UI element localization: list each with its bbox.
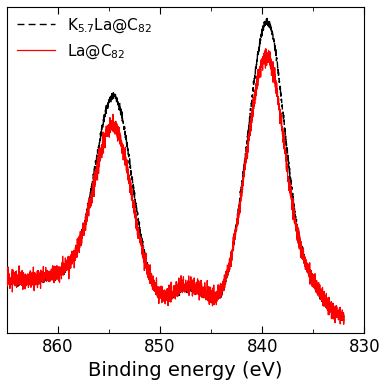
La@C$_{82}$ bbox=[341, 312, 346, 317]
La@C$_{82}$ bbox=[341, 322, 346, 327]
La@C$_{82}$ bbox=[43, 273, 48, 278]
Line: La@C$_{82}$: La@C$_{82}$ bbox=[7, 49, 344, 324]
La@C$_{82}$ bbox=[148, 278, 153, 283]
K$_{5.7}$La@C$_{82}$ bbox=[43, 279, 48, 284]
K$_{5.7}$La@C$_{82}$ bbox=[335, 310, 340, 315]
K$_{5.7}$La@C$_{82}$ bbox=[148, 277, 153, 282]
La@C$_{82}$ bbox=[299, 241, 303, 246]
Line: K$_{5.7}$La@C$_{82}$: K$_{5.7}$La@C$_{82}$ bbox=[7, 19, 344, 320]
La@C$_{82}$ bbox=[335, 309, 340, 314]
La@C$_{82}$ bbox=[134, 226, 139, 231]
X-axis label: Binding energy (eV): Binding energy (eV) bbox=[88, 361, 283, 380]
La@C$_{82}$ bbox=[63, 256, 68, 260]
K$_{5.7}$La@C$_{82}$ bbox=[265, 16, 269, 21]
K$_{5.7}$La@C$_{82}$ bbox=[63, 270, 68, 275]
K$_{5.7}$La@C$_{82}$ bbox=[5, 280, 9, 284]
Legend: K$_{5.7}$La@C$_{82}$, La@C$_{82}$: K$_{5.7}$La@C$_{82}$, La@C$_{82}$ bbox=[10, 10, 158, 67]
La@C$_{82}$ bbox=[5, 275, 9, 279]
K$_{5.7}$La@C$_{82}$ bbox=[134, 205, 139, 210]
K$_{5.7}$La@C$_{82}$ bbox=[338, 318, 342, 323]
La@C$_{82}$ bbox=[264, 46, 268, 51]
K$_{5.7}$La@C$_{82}$ bbox=[341, 315, 346, 320]
K$_{5.7}$La@C$_{82}$ bbox=[299, 244, 303, 248]
